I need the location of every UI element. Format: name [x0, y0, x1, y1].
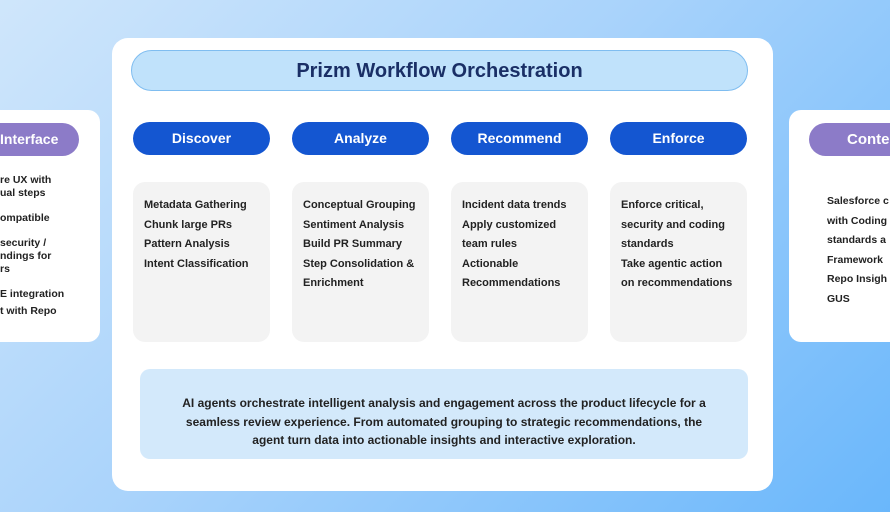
stage-item: Take agentic action	[621, 257, 723, 270]
stage-item: Sentiment Analysis	[303, 218, 405, 231]
line: ndings for	[0, 250, 52, 262]
stage-item: Metadata Gathering	[144, 199, 247, 211]
line: ual steps	[0, 187, 46, 199]
line: rs	[0, 263, 10, 275]
stage-item: Chunk large PRs	[144, 218, 233, 231]
stage-card: Enforce critical, security and coding stan…	[610, 182, 747, 342]
stage-item: Intent Classification	[144, 257, 249, 270]
stage-recommend: Recommend	[451, 122, 588, 155]
summary-line: seamless review experience. From automat…	[185, 414, 703, 429]
line: E integration	[0, 288, 65, 300]
stage-item: Apply customized	[462, 218, 557, 231]
orchestration-panel: Prizm Workflow Orchestration Discover Met…	[112, 38, 773, 491]
stage-item: Incident data trends	[462, 199, 567, 211]
line: Salesforce c	[827, 195, 889, 207]
stage-item: Build PR Summary	[303, 238, 403, 251]
context-header: Conte	[809, 123, 890, 156]
interface-text: re UX with ual steps ompatible security …	[0, 174, 64, 318]
stage-card: Conceptual Grouping Sentiment Analysis Bui…	[292, 182, 429, 342]
summary-line: agent turn data into actionable insights…	[252, 433, 636, 447]
stage-analyze: Analyze	[292, 122, 429, 155]
stage-item: on recommendations	[621, 277, 733, 290]
summary-line: AI agents orchestrate intelligent analys…	[182, 396, 706, 410]
interface-header: Interface	[0, 123, 79, 156]
stage-item: Enforce critical,	[621, 199, 704, 211]
line: standards a	[827, 234, 886, 246]
stage-item: Actionable	[462, 257, 519, 270]
stage-enforce: Enforce	[610, 122, 747, 155]
line: t with Repo	[0, 305, 57, 317]
stage-discover: Discover	[133, 122, 270, 155]
stage-item: Step Consolidation &	[303, 257, 415, 270]
line: Repo Insigh	[827, 273, 888, 285]
interface-panel: Interface re UX with ual steps ompatible…	[0, 110, 100, 342]
line: GUS	[827, 292, 850, 305]
stage-card: Incident data trends Apply customized team…	[451, 182, 588, 342]
stage-item: Pattern Analysis	[144, 238, 230, 251]
stage-item: Conceptual Grouping	[303, 199, 416, 211]
summary-box: AI agents orchestrate intelligent analys…	[140, 369, 748, 459]
line: ompatible	[0, 212, 50, 224]
line: with Coding	[827, 214, 888, 227]
stage-item: Enrichment	[303, 277, 364, 290]
line: re UX with	[0, 174, 52, 186]
context-text: Salesforce c with Coding standards a Fra…	[827, 192, 889, 309]
context-panel: Conte Salesforce c with Coding standards…	[789, 110, 890, 342]
stage-item: standards	[621, 238, 674, 251]
page-title: Prizm Workflow Orchestration	[131, 50, 748, 91]
stage-item: Recommendations	[462, 277, 561, 290]
line: security /	[0, 237, 47, 249]
stage-item: team rules	[462, 238, 518, 251]
stage-card: Metadata Gathering Chunk large PRs Pattern…	[133, 182, 270, 342]
stage-item: security and coding	[621, 218, 725, 231]
line: Framework	[827, 253, 884, 266]
